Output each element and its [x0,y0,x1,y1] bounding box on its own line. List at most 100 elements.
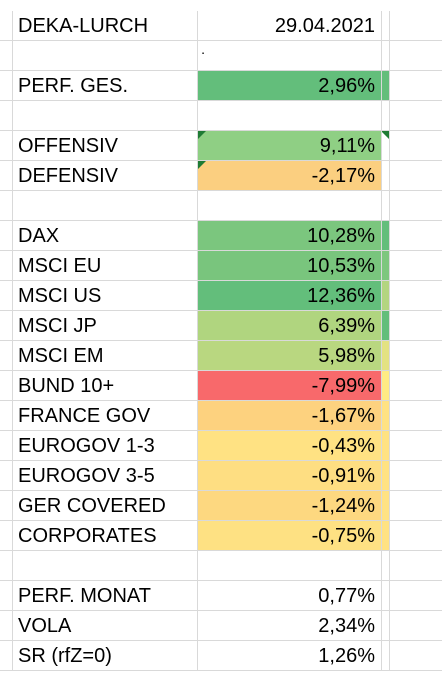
cell-e[interactable] [390,551,442,581]
cell-e[interactable] [390,101,442,131]
cell-c[interactable] [198,191,382,221]
row-value[interactable]: -0,43% [198,431,382,461]
cell-e[interactable]: . [390,41,442,71]
cell-b[interactable] [13,191,198,221]
row-label[interactable]: GER COVERED [13,491,198,521]
cell-a[interactable] [0,371,13,401]
row-value[interactable]: -1,67% [198,401,382,431]
portfolio-name-cell[interactable]: DEKA-LURCH [13,11,198,41]
row-value[interactable]: 6,39% [198,311,382,341]
cell-a[interactable] [0,11,13,41]
cell-b[interactable] [13,551,198,581]
cell-e[interactable] [390,131,442,161]
cell-a[interactable] [0,401,13,431]
cell-d[interactable] [382,71,390,101]
cell-d[interactable] [382,341,390,371]
cell-d[interactable] [382,371,390,401]
cell-e[interactable] [390,311,442,341]
cell-a[interactable] [0,161,13,191]
cell-d[interactable] [382,41,390,71]
row-value[interactable]: 12,36% [198,281,382,311]
row-value[interactable]: -1,24% [198,491,382,521]
cell-d[interactable] [382,611,390,641]
row-label[interactable]: FRANCE GOV [13,401,198,431]
cell-c[interactable] [198,101,382,131]
cell-a[interactable] [0,281,13,311]
cell-a[interactable] [0,461,13,491]
row-label[interactable]: CORPORATES [13,521,198,551]
cell-d[interactable] [382,101,390,131]
cell-e[interactable] [390,521,442,551]
cell-e[interactable] [390,71,442,101]
cell-a[interactable] [0,191,13,221]
cell-e[interactable] [390,581,442,611]
cell-a[interactable] [0,341,13,371]
cell-b[interactable] [13,101,198,131]
cell-e[interactable] [390,11,442,41]
cell-d[interactable] [382,131,390,161]
cell-d[interactable] [382,641,390,671]
row-label[interactable]: MSCI EU [13,251,198,281]
row-label[interactable]: BUND 10+ [13,371,198,401]
row-label[interactable]: OFFENSIV [13,131,198,161]
report-date-cell[interactable]: 29.04.2021 [198,11,382,41]
row-value[interactable]: 2,34% [198,611,382,641]
cell-e[interactable] [390,191,442,221]
row-label[interactable]: MSCI US [13,281,198,311]
row-value[interactable]: 10,28% [198,221,382,251]
cell-e[interactable] [390,461,442,491]
cell-e[interactable] [390,161,442,191]
row-value[interactable]: 2,96% [198,71,382,101]
row-value[interactable]: -7,99% [198,371,382,401]
cell-d[interactable] [382,581,390,611]
row-value[interactable]: 5,98% [198,341,382,371]
cell-a[interactable] [0,41,13,71]
cell-a[interactable] [0,521,13,551]
cell-d[interactable] [382,521,390,551]
row-label[interactable]: EUROGOV 3-5 [13,461,198,491]
cell-d[interactable] [382,551,390,581]
cell-a[interactable] [0,581,13,611]
cell-c[interactable]: . [198,41,382,71]
row-value[interactable]: 1,26% [198,641,382,671]
row-value[interactable]: 10,53% [198,251,382,281]
row-label[interactable]: DEFENSIV [13,161,198,191]
cell-d[interactable] [382,401,390,431]
row-label[interactable]: MSCI EM [13,341,198,371]
cell-a[interactable] [0,71,13,101]
row-label[interactable]: DAX [13,221,198,251]
row-label[interactable]: PERF. GES. [13,71,198,101]
cell-a[interactable] [0,251,13,281]
row-label[interactable]: SR (rfZ=0) [13,641,198,671]
cell-e[interactable] [390,371,442,401]
cell-d[interactable] [382,461,390,491]
cell-e[interactable] [390,641,442,671]
row-value[interactable]: 0,77% [198,581,382,611]
row-value[interactable]: 9,11% [198,131,382,161]
cell-d[interactable] [382,491,390,521]
cell-a[interactable] [0,611,13,641]
cell-a[interactable] [0,491,13,521]
cell-a[interactable] [0,131,13,161]
cell-a[interactable] [0,551,13,581]
cell-e[interactable] [390,251,442,281]
cell-e[interactable] [390,341,442,371]
cell-d[interactable] [382,311,390,341]
row-value[interactable]: -0,91% [198,461,382,491]
cell-a[interactable] [0,311,13,341]
cell-e[interactable] [390,431,442,461]
cell-e[interactable] [390,401,442,431]
cell-a[interactable] [0,221,13,251]
row-label[interactable]: EUROGOV 1-3 [13,431,198,461]
cell-e[interactable] [390,281,442,311]
row-label[interactable]: PERF. MONAT [13,581,198,611]
cell-a[interactable] [0,101,13,131]
cell-d[interactable] [382,281,390,311]
cell-d[interactable] [382,161,390,191]
cell-a[interactable] [0,641,13,671]
cell-d[interactable] [382,11,390,41]
cell-b[interactable] [13,41,198,71]
row-label[interactable]: VOLA [13,611,198,641]
row-value[interactable]: -0,75% [198,521,382,551]
cell-d[interactable] [382,191,390,221]
